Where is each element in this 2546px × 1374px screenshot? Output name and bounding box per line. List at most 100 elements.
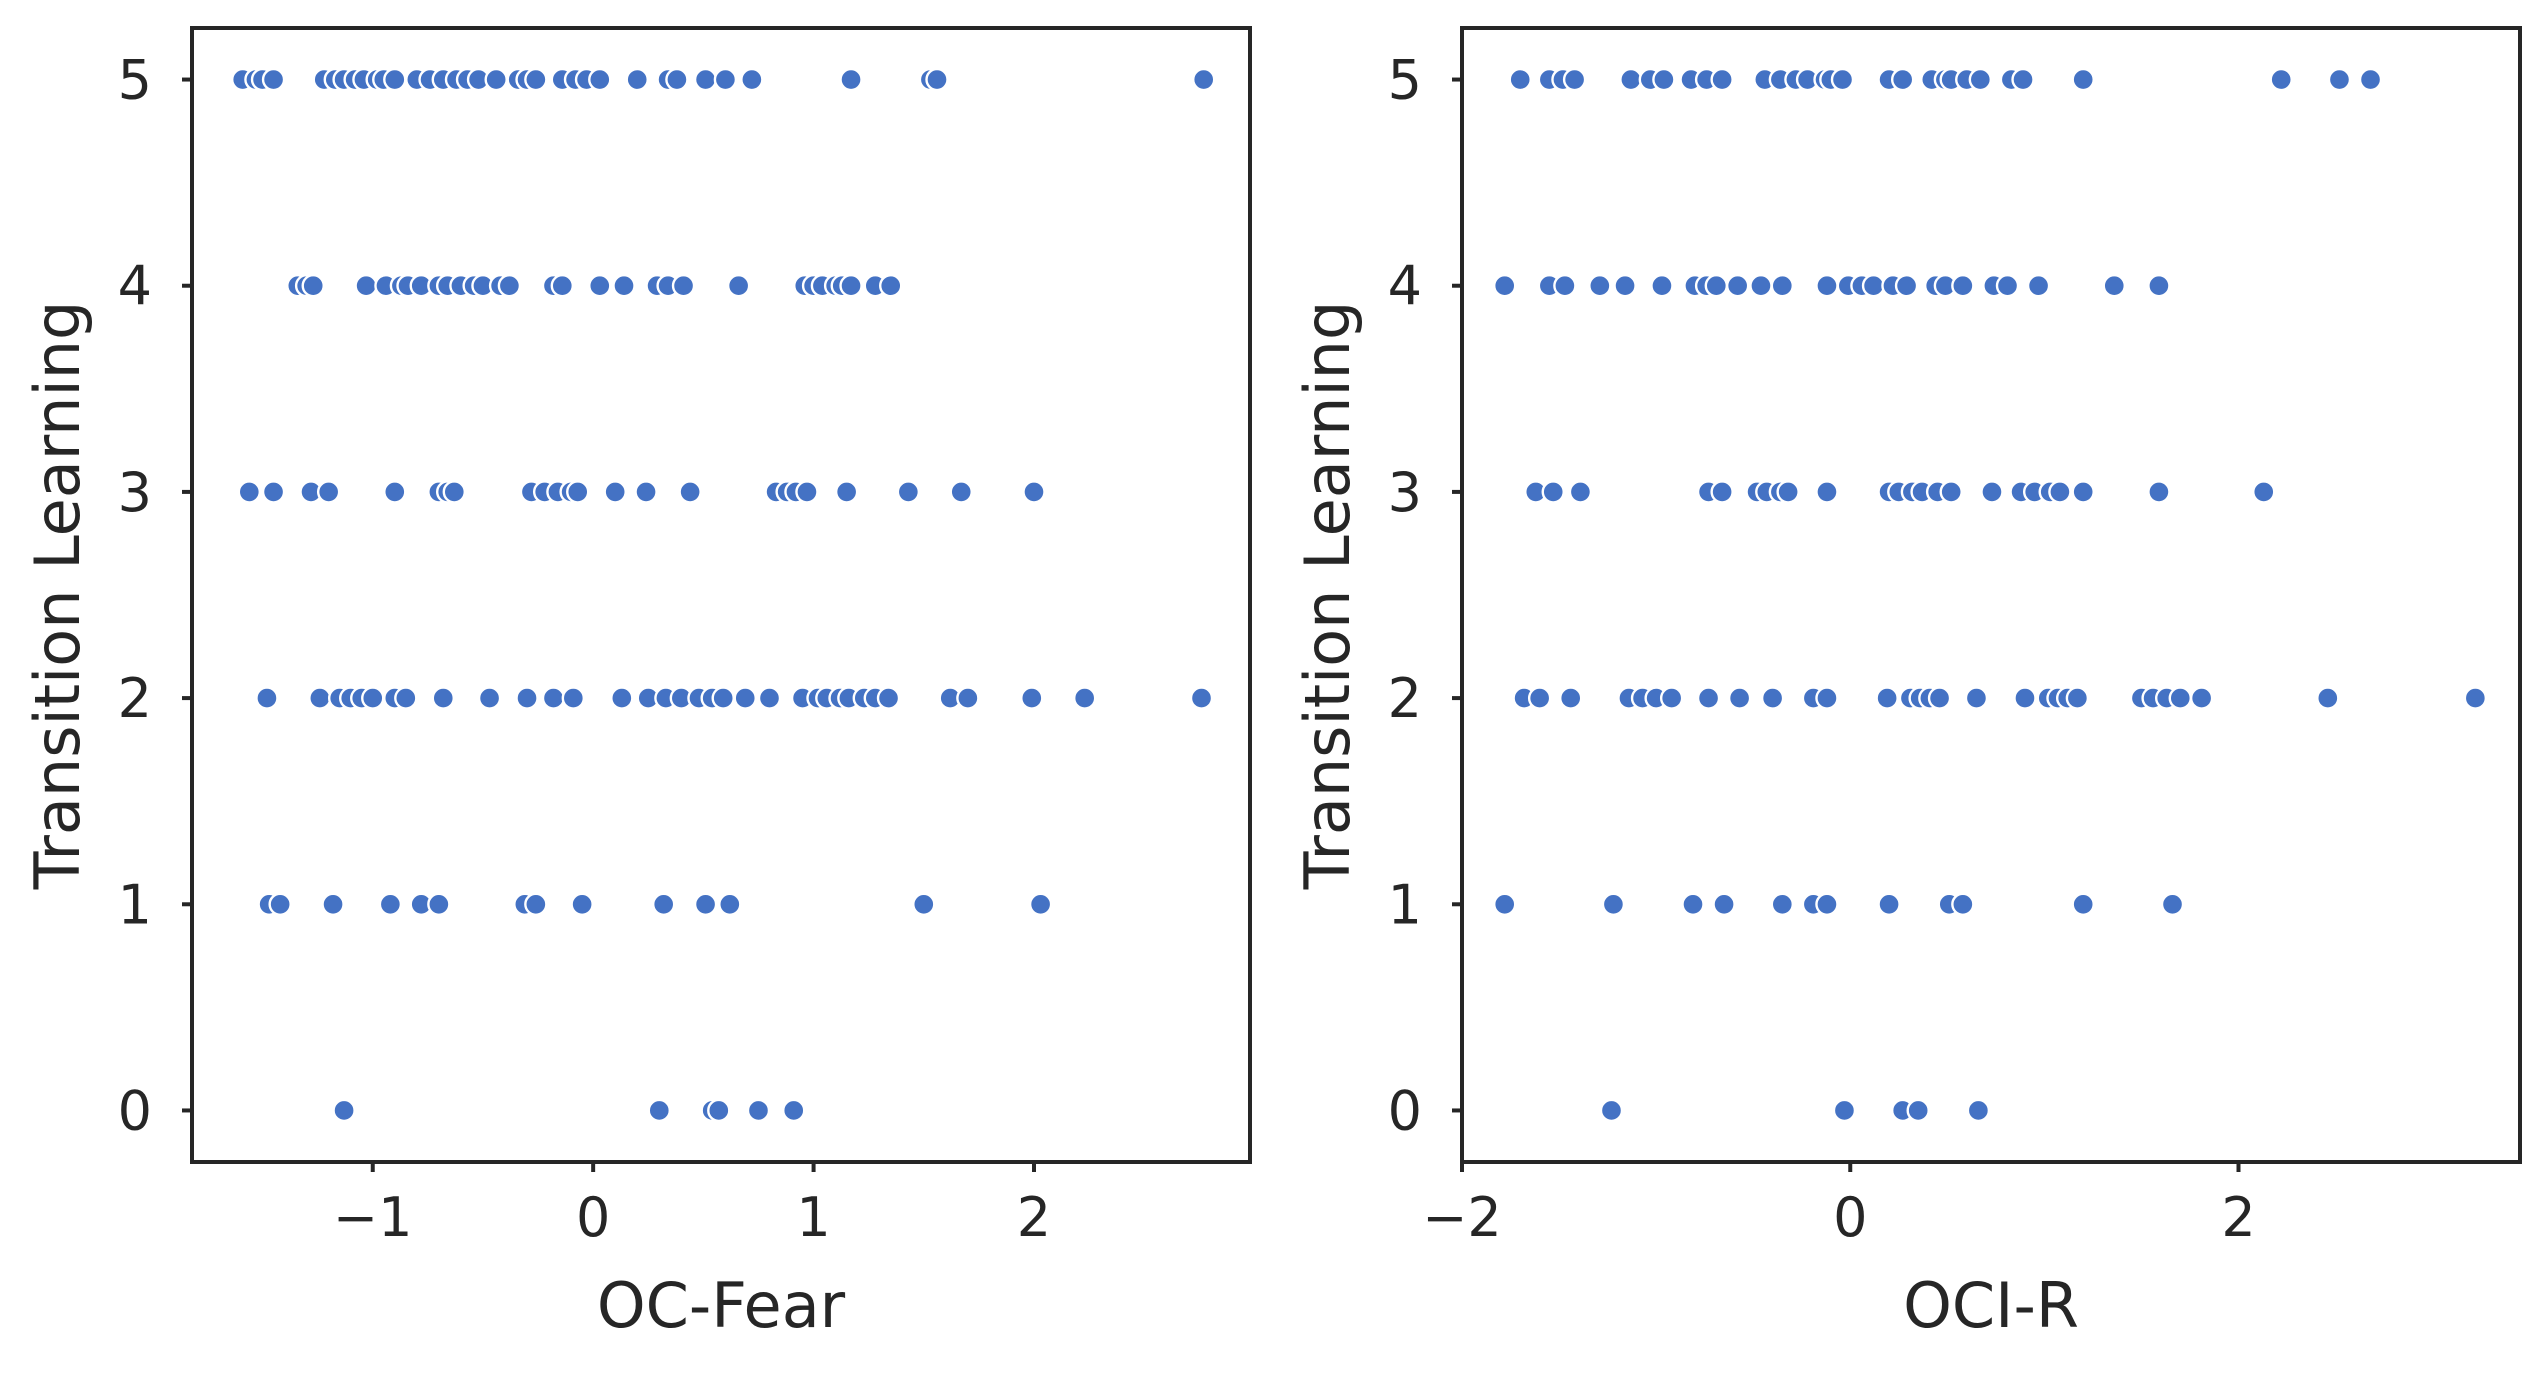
data-point (612, 274, 636, 298)
data-point (1493, 274, 1517, 298)
y-tick-label: 0 (118, 1079, 152, 1142)
data-point (1875, 686, 1899, 710)
data-point (1712, 892, 1736, 916)
data-point (1770, 274, 1795, 298)
y-tick-label: 2 (1388, 667, 1422, 730)
data-point (261, 67, 286, 92)
data-point (1980, 480, 2004, 504)
data-point (1815, 274, 1839, 298)
data-point (625, 67, 649, 92)
data-point (1601, 892, 1626, 916)
data-point (1890, 67, 1915, 92)
data-point (610, 686, 634, 710)
data-point (2011, 67, 2035, 92)
data-point (757, 686, 782, 710)
data-point (2071, 480, 2095, 504)
data-point (1710, 67, 1734, 92)
data-point (949, 480, 973, 504)
data-point (1588, 274, 1612, 298)
data-point (733, 686, 757, 710)
data-point (268, 892, 292, 916)
data-point (1072, 686, 1097, 710)
data-point (1830, 67, 1855, 92)
data-point (2252, 480, 2276, 504)
data-point (588, 67, 612, 92)
data-point (332, 1098, 356, 1123)
data-point (316, 480, 341, 504)
data-point (1877, 892, 1901, 916)
x-tick-label: 0 (576, 1186, 610, 1249)
data-point (1696, 686, 1721, 710)
x-tick-label: 0 (1833, 1186, 1867, 1249)
y-tick-label: 5 (1388, 49, 1422, 112)
data-point (354, 274, 378, 298)
data-point (1022, 480, 1046, 504)
y-tick-label: 2 (118, 667, 152, 730)
data-point (237, 480, 262, 504)
y-tick-label: 3 (1388, 461, 1422, 524)
data-point (1776, 480, 1800, 504)
data-point (1927, 686, 1952, 710)
data-point (2147, 274, 2171, 298)
data-point (693, 892, 718, 916)
data-point (740, 67, 764, 92)
panel-oc-fear: −1 0 1 2 0 1 2 3 4 5 OC-Fear Transition Learning (21, 26, 1252, 1342)
data-point (713, 67, 738, 92)
data-point (1613, 274, 1637, 298)
data-point (561, 686, 586, 710)
data-point (1815, 686, 1839, 710)
data-point (1527, 686, 1552, 710)
data-point (1681, 892, 1705, 916)
data-point (795, 480, 819, 504)
data-point (1541, 480, 1565, 504)
data-point (834, 480, 859, 504)
data-point (2463, 686, 2488, 710)
data-point (588, 274, 612, 298)
data-point (1968, 67, 1993, 92)
data-point (2048, 480, 2072, 504)
y-tick-label: 4 (118, 255, 152, 318)
data-point (782, 1098, 806, 1123)
data-point (925, 67, 949, 92)
data-point (321, 892, 345, 916)
data-point (1760, 686, 1785, 710)
data-point (718, 892, 742, 916)
y-tick-label: 1 (1388, 873, 1422, 936)
data-point (1727, 686, 1752, 710)
data-point (1815, 892, 1839, 916)
data-point (746, 1098, 771, 1123)
data-point (1951, 274, 1975, 298)
data-point (707, 1098, 731, 1123)
data-point (603, 480, 627, 504)
data-point (912, 892, 936, 916)
x-tick-label: −1 (333, 1186, 413, 1249)
data-point (956, 686, 980, 710)
data-point (524, 892, 548, 916)
data-point (1020, 686, 1044, 710)
data-point (1704, 274, 1729, 298)
data-point (1964, 686, 1989, 710)
data-point (301, 274, 325, 298)
data-point (651, 892, 676, 916)
x-tick-label: 2 (1017, 1186, 1051, 1249)
data-point (541, 686, 566, 710)
data-point (308, 686, 332, 710)
y-tick-label: 3 (118, 461, 152, 524)
data-point (442, 480, 466, 504)
y-tick-label: 0 (1388, 1079, 1422, 1142)
data-point (261, 480, 286, 504)
data-point (2189, 686, 2214, 710)
data-point (1861, 274, 1886, 298)
data-point (2102, 274, 2126, 298)
data-point (879, 274, 903, 298)
data-point (671, 274, 696, 298)
data-point (634, 480, 658, 504)
data-point (431, 686, 455, 710)
data-point (378, 892, 403, 916)
data-point (2168, 686, 2192, 710)
data-point (839, 67, 863, 92)
data-point (1562, 67, 1587, 92)
data-point (1894, 274, 1919, 298)
x-tick-label: −2 (1422, 1186, 1502, 1249)
